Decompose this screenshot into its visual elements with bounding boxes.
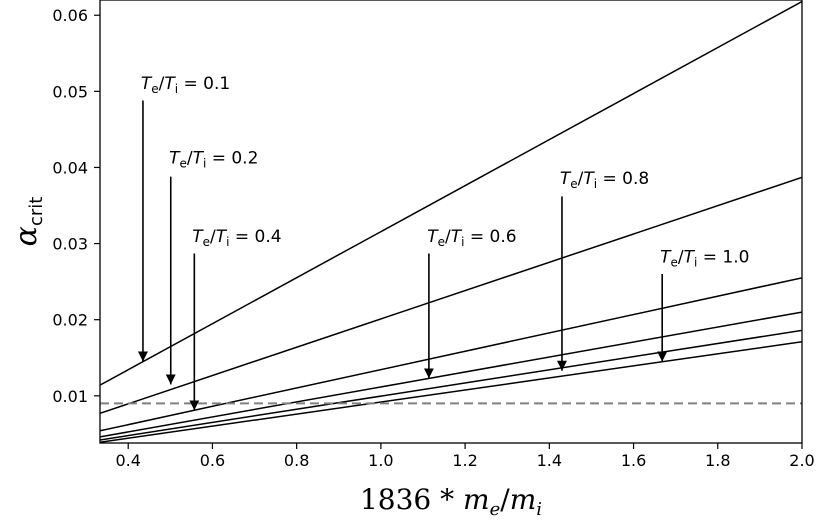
series-line-4 (100, 311, 802, 438)
annotation-label: Te/Ti = 0.4 (192, 227, 281, 249)
x-tick-label: 1.4 (537, 451, 562, 470)
series-line-5 (100, 329, 802, 441)
annotation-2: Te/Ti = 0.2 (165, 149, 258, 385)
x-tick-label: 0.6 (200, 451, 225, 470)
y-tick-label: 0.04 (52, 158, 88, 177)
y-tick-label: 0.06 (52, 6, 88, 25)
x-tick-label: 1.0 (368, 451, 393, 470)
annotation-label: Te/Ti = 0.8 (560, 169, 649, 191)
axis-labels: αcrit 1836 * me/mi (9, 197, 542, 520)
annotation-label: Te/Ti = 1.0 (660, 248, 749, 270)
y-tick-label: 0.05 (52, 82, 88, 101)
annotation-4: Te/Ti = 0.6 (423, 227, 517, 379)
annotation-label: Te/Ti = 0.1 (141, 74, 230, 96)
x-tick-label: 0.4 (115, 451, 140, 470)
annotation-label: Te/Ti = 0.2 (169, 149, 258, 171)
x-tick-label: 1.2 (452, 451, 477, 470)
annotation-5: Te/Ti = 0.8 (556, 169, 649, 371)
y-axis-label: αcrit (9, 197, 47, 247)
y-tick-label: 0.01 (52, 387, 88, 406)
series-line-1 (100, 0, 802, 386)
series-line-6 (100, 341, 802, 443)
x-axis-label: 1836 * me/mi (360, 483, 542, 520)
x-tick-label: 0.8 (284, 451, 309, 470)
x-tick-label: 1.8 (705, 451, 730, 470)
series-line-2 (100, 176, 802, 415)
annotation-layer: Te/Ti = 0.1 Te/Ti = 0.2 Te/Ti = 0.4 Te/Ti =… (137, 74, 749, 411)
annotation-label: Te/Ti = 0.6 (427, 227, 516, 249)
y-tick-label: 0.03 (52, 235, 88, 254)
axes-layer: 0.4 0.6 0.8 1.0 1.2 1.4 1.6 1.8 2.0 0.01 0.02 0.03 0… (52, 0, 815, 470)
annotation-1: Te/Ti = 0.1 (137, 74, 230, 362)
x-tick-label: 1.6 (621, 451, 646, 470)
x-tick-label: 2.0 (789, 451, 814, 470)
plot-frame (99, 0, 803, 444)
annotation-3: Te/Ti = 0.4 (189, 227, 282, 411)
y-tick-label: 0.02 (52, 311, 88, 330)
annotation-6: Te/Ti = 1.0 (657, 248, 749, 362)
series-layer (100, 0, 802, 443)
series-line-3 (100, 277, 802, 432)
